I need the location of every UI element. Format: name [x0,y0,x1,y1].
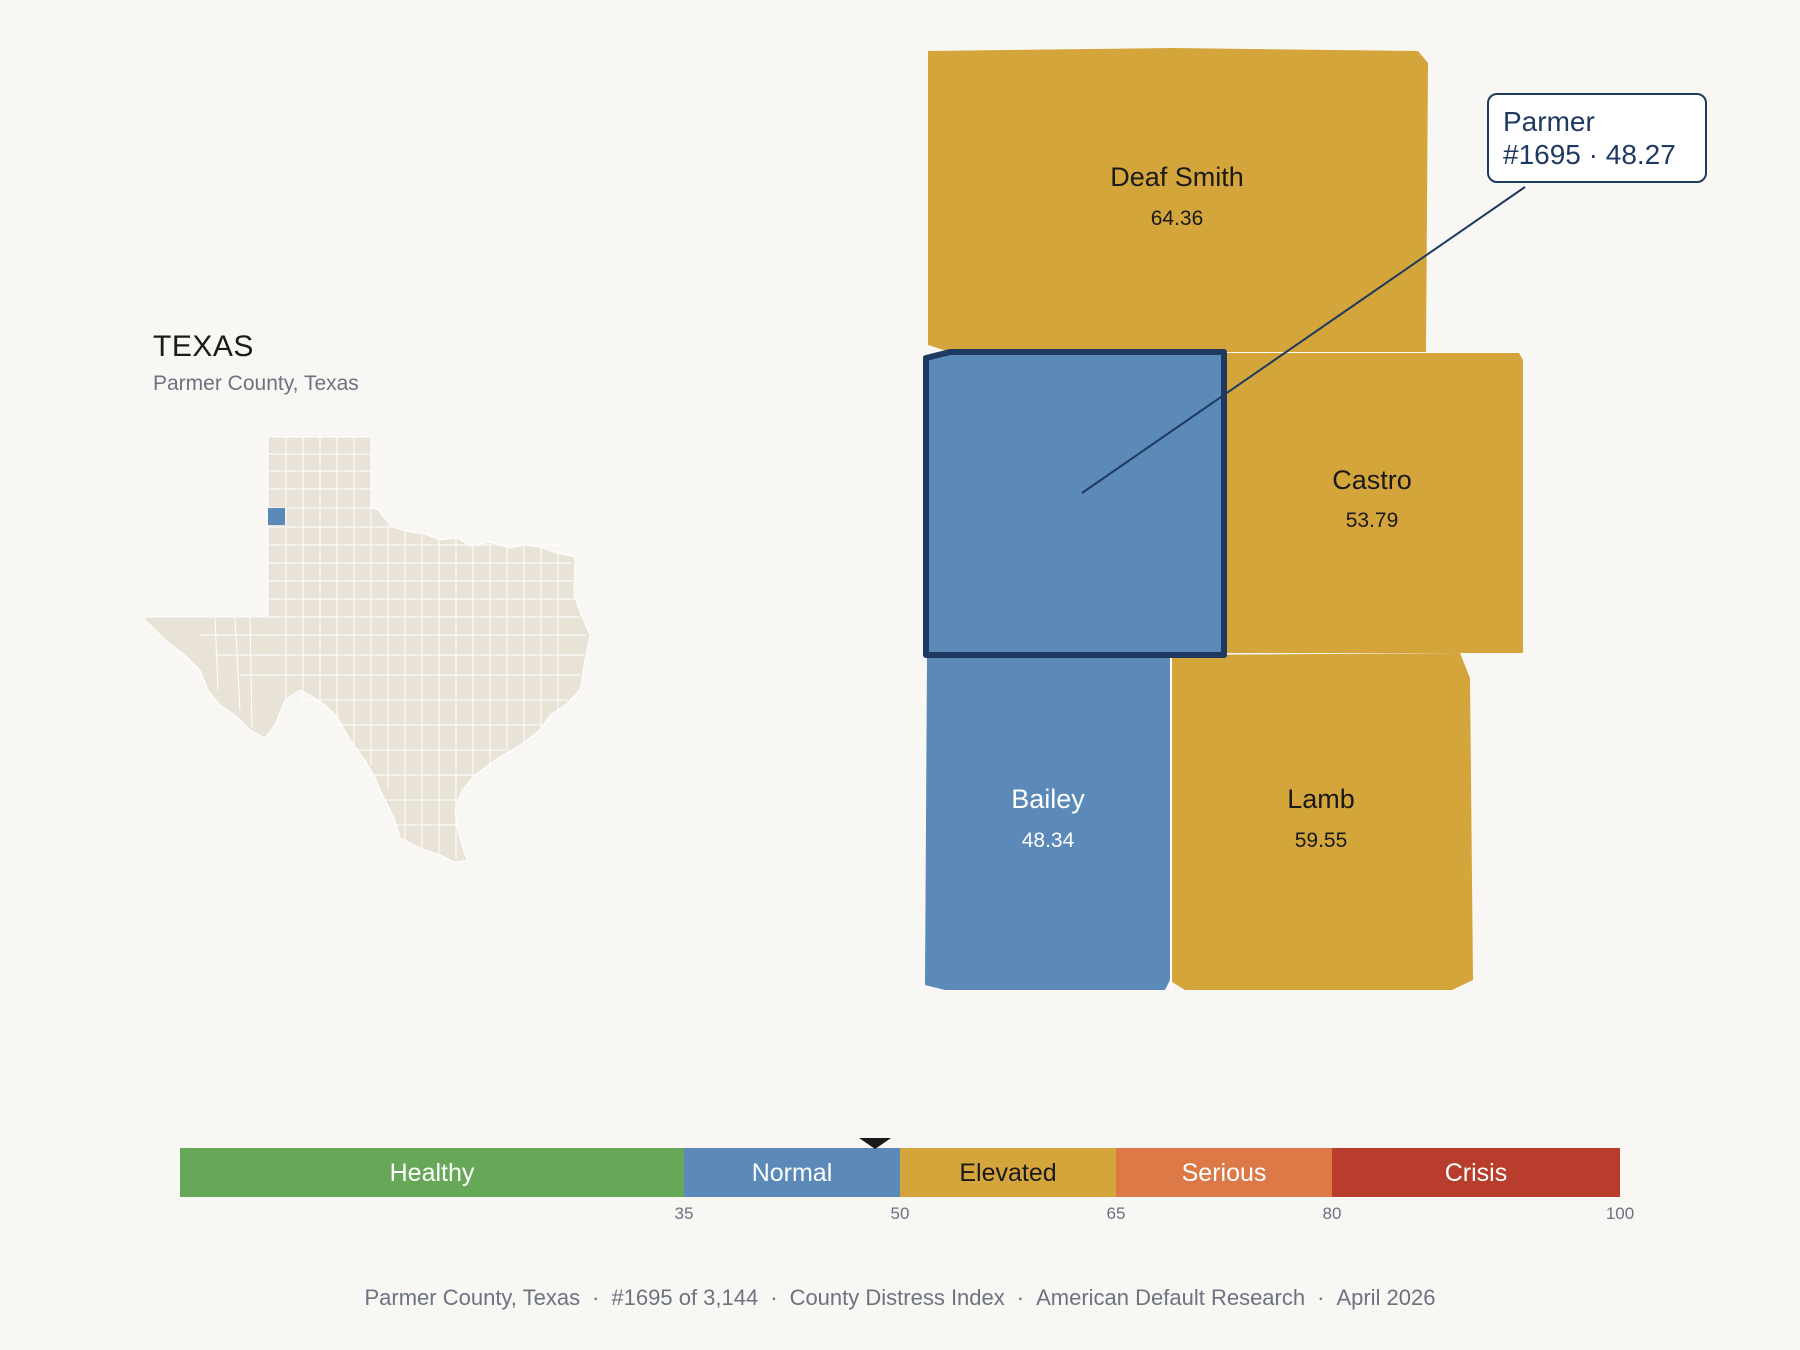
scale-tick-label: 50 [891,1204,910,1223]
scale-tick-label: 35 [675,1204,694,1223]
distress-scale: Healthy Normal Elevated Serious Crisis 35 50 6… [180,1138,1634,1223]
scale-label-crisis: Crisis [1445,1159,1508,1187]
footer-index: County Distress Index [789,1285,1005,1310]
callout-rank-value: #1695 · 48.27 [1503,139,1676,170]
scale-label-healthy: Healthy [390,1159,475,1187]
footer-rank: #1695 of 3,144 [611,1285,759,1310]
footer-separator: · [592,1285,600,1310]
county-value-castro: 53.79 [1346,509,1399,532]
scale-segment-elevated [900,1148,1116,1197]
footer-separator: · [1317,1285,1325,1310]
scale-tick-label: 100 [1606,1204,1634,1223]
scale-label-elevated: Elevated [959,1159,1056,1187]
callout-leader-line [1081,186,1526,494]
county-label-deaf-smith: Deaf Smith [1110,162,1244,192]
scale-marker [859,1138,892,1149]
county-value-lamb: 59.55 [1295,829,1348,852]
parmer-callout: Parmer #1695 · 48.27 [1487,93,1707,183]
county-deaf-smith[interactable] [928,48,1428,352]
footer-separator: · [770,1285,778,1310]
regional-map: Deaf Smith 64.36 Castro 53.79 Bailey 48.… [923,48,1526,990]
scale-label-serious: Serious [1182,1159,1267,1187]
county-label-lamb: Lamb [1287,784,1355,814]
texas-inset-map [144,436,591,863]
footer-separator: · [1016,1285,1025,1310]
scale-tick-label: 80 [1323,1204,1342,1223]
county-value-deaf-smith: 64.36 [1151,207,1204,230]
county-lamb[interactable] [1172,653,1473,990]
scale-segment-healthy [180,1148,684,1197]
county-bailey[interactable] [925,657,1170,990]
callout-county-name: Parmer [1503,106,1595,137]
county-parmer[interactable] [923,349,1227,658]
county-label-bailey: Bailey [1011,784,1085,814]
state-title: TEXAS [153,330,254,363]
footer-date: April 2026 [1336,1285,1436,1310]
scale-segment-serious [1116,1148,1332,1197]
county-castro[interactable] [1225,353,1523,653]
footer-org: American Default Research [1036,1285,1306,1310]
scale-tick-label: 65 [1107,1204,1126,1223]
footer: Parmer County, Texas · #1695 of 3,144 · Coun… [0,1285,1800,1311]
footer-county: Parmer County, Texas [364,1285,581,1310]
scale-label-normal: Normal [752,1159,833,1187]
county-label-castro: Castro [1332,465,1412,495]
scale-segment-normal [684,1148,900,1197]
parmer-inset-highlight [268,508,285,525]
county-value-bailey: 48.34 [1022,829,1075,852]
scale-segment-crisis [1332,1148,1620,1197]
texas-outline [144,436,591,863]
state-subtitle: Parmer County, Texas [153,372,359,395]
